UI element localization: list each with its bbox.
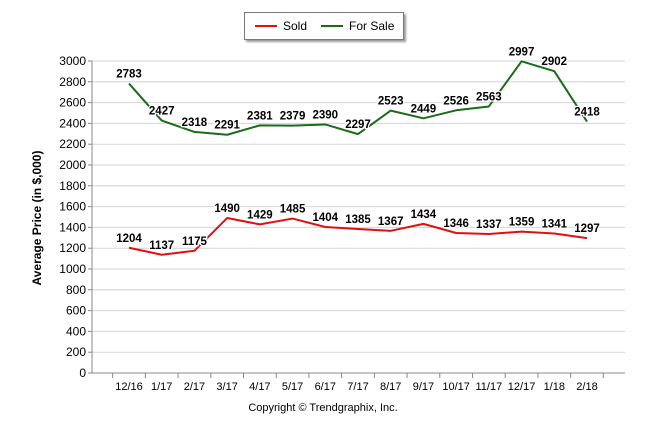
y-tick-label: 2600 <box>59 96 86 110</box>
data-label: 2297 <box>345 119 371 131</box>
data-label: 2997 <box>509 46 535 58</box>
legend-label-for-sale: For Sale <box>349 19 395 33</box>
legend-item-for-sale: For Sale <box>321 19 394 33</box>
data-label: 1341 <box>541 219 567 231</box>
legend-label-sold: Sold <box>283 19 308 33</box>
x-tick-label: 3/17 <box>216 381 237 393</box>
data-label: 1204 <box>116 233 142 245</box>
x-tick-label: 12/16 <box>115 381 143 393</box>
data-label: 1297 <box>574 223 600 235</box>
data-label: 2902 <box>541 56 567 68</box>
x-tick-label: 8/17 <box>380 381 401 393</box>
data-label: 1485 <box>280 204 306 216</box>
y-tick-label: 1400 <box>59 220 86 234</box>
data-label: 2381 <box>247 110 273 122</box>
data-label: 2318 <box>182 117 208 129</box>
legend-item-sold: Sold <box>255 19 307 33</box>
x-tick-label: 12/17 <box>508 381 536 393</box>
x-tick-label: 10/17 <box>442 381 470 393</box>
y-tick-label: 200 <box>66 345 86 359</box>
data-label: 1429 <box>247 209 273 221</box>
data-label: 1337 <box>476 219 502 231</box>
data-label: 1137 <box>149 240 174 252</box>
y-tick-label: 1600 <box>59 200 86 214</box>
chart-legend: Sold For Sale <box>244 12 404 40</box>
x-tick-label: 5/17 <box>282 381 303 393</box>
x-tick-label: 7/17 <box>347 381 368 393</box>
data-label: 2783 <box>116 69 142 81</box>
data-label: 1346 <box>443 218 469 230</box>
data-label: 2291 <box>214 120 240 132</box>
data-label: 2379 <box>280 111 306 123</box>
data-label: 1490 <box>214 203 240 215</box>
y-tick-label: 3000 <box>59 54 86 68</box>
y-tick-label: 1200 <box>59 241 86 255</box>
x-tick-label: 2/18 <box>576 381 597 393</box>
data-label: 1404 <box>312 212 338 224</box>
data-label: 2526 <box>443 95 469 107</box>
legend-swatch-sold <box>255 25 277 27</box>
series-line-sold <box>128 217 588 256</box>
y-tick-label: 1000 <box>59 262 86 276</box>
data-label: 2390 <box>312 109 338 121</box>
data-label: 2523 <box>378 96 404 108</box>
y-tick-label: 800 <box>66 283 86 297</box>
x-tick-label: 4/17 <box>249 381 270 393</box>
x-tick-label: 1/17 <box>151 381 172 393</box>
x-tick-label: 11/17 <box>475 381 502 393</box>
x-tick-label: 1/18 <box>544 381 565 393</box>
data-label: 1385 <box>345 214 371 226</box>
data-label: 1434 <box>411 209 437 221</box>
data-label: 2449 <box>411 103 437 115</box>
y-tick-label: 2200 <box>59 137 86 151</box>
x-tick-label: 6/17 <box>315 381 336 393</box>
copyright-text: Copyright © Trendgraphix, Inc. <box>248 402 398 414</box>
series-line-for-sale <box>128 60 588 136</box>
y-tick-label: 2800 <box>59 75 86 89</box>
y-tick-label: 0 <box>79 366 86 380</box>
data-label: 2418 <box>574 107 600 119</box>
x-tick-label: 9/17 <box>413 381 434 393</box>
data-label: 1175 <box>182 236 208 248</box>
x-tick-label: 2/17 <box>184 381 205 393</box>
data-label: 2427 <box>149 106 175 118</box>
data-label: 1359 <box>509 217 535 229</box>
legend-swatch-for-sale <box>321 25 344 27</box>
data-label: 1367 <box>378 216 404 228</box>
y-tick-label: 2000 <box>59 158 86 172</box>
y-tick-label: 400 <box>66 324 86 338</box>
y-tick-label: 2400 <box>59 116 86 130</box>
y-tick-label: 1800 <box>59 179 86 193</box>
y-axis-label: Average Price (in $,000) <box>30 150 44 286</box>
y-tick-label: 600 <box>66 304 86 318</box>
data-label: 2563 <box>476 91 502 103</box>
